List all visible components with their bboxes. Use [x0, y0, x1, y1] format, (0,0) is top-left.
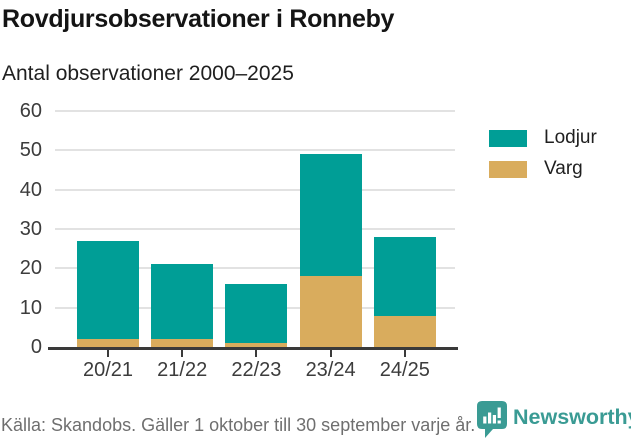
gridline	[55, 188, 455, 191]
legend-label-lodjur: Lodjur	[544, 127, 597, 148]
bar-segment-varg	[77, 339, 139, 347]
x-axis-tick	[181, 350, 184, 357]
x-axis-label: 24/25	[379, 359, 430, 381]
bar-segment-varg	[225, 343, 288, 347]
bar-segment-varg	[373, 315, 436, 347]
gridline	[55, 228, 455, 230]
y-axis-label: 10	[19, 296, 42, 319]
bar-segment-lodjur	[151, 264, 214, 340]
x-axis-tick	[255, 350, 258, 357]
chart-legend: Lodjur Varg	[489, 127, 597, 189]
y-axis-label: 20	[19, 257, 42, 280]
y-axis-label: 60	[19, 100, 42, 122]
y-axis-label: 50	[19, 139, 42, 162]
x-axis-line	[48, 347, 458, 350]
gridline	[55, 149, 455, 152]
x-axis-label: 23/24	[305, 359, 356, 381]
x-axis-tick	[329, 350, 332, 357]
chart-title: Rovdjursobservationer i Ronneby	[2, 5, 395, 33]
legend-label-varg: Varg	[544, 158, 583, 179]
x-axis-tick	[403, 350, 406, 357]
gridline	[55, 110, 455, 112]
y-axis-label: 30	[19, 218, 42, 240]
x-axis-label: 21/22	[157, 359, 208, 381]
source-note: Källa: Skandobs. Gäller 1 oktober till 3…	[1, 415, 476, 435]
x-axis-label: 20/21	[82, 359, 134, 381]
legend-item-varg: Varg	[489, 158, 597, 180]
chart-subtitle: Antal observationer 2000–2025	[2, 62, 294, 85]
x-axis-tick	[107, 350, 109, 357]
gridline	[55, 267, 455, 270]
bar-segment-varg	[151, 339, 214, 347]
bar-segment-lodjur	[373, 236, 436, 316]
newsworthy-logo-text: Newsworthy	[513, 405, 631, 429]
bar-segment-lodjur	[77, 240, 139, 340]
bar-segment-varg	[299, 276, 362, 347]
bar-segment-lodjur	[299, 154, 362, 277]
legend-item-lodjur: Lodjur	[489, 127, 597, 149]
x-axis-label: 22/23	[231, 359, 282, 381]
y-axis-label: 0	[30, 336, 42, 358]
newsworthy-logo-icon	[477, 401, 507, 444]
bar-segment-lodjur	[225, 284, 288, 344]
legend-swatch-varg	[489, 160, 527, 178]
y-axis-label: 40	[19, 178, 42, 201]
legend-swatch-lodjur	[489, 129, 527, 147]
